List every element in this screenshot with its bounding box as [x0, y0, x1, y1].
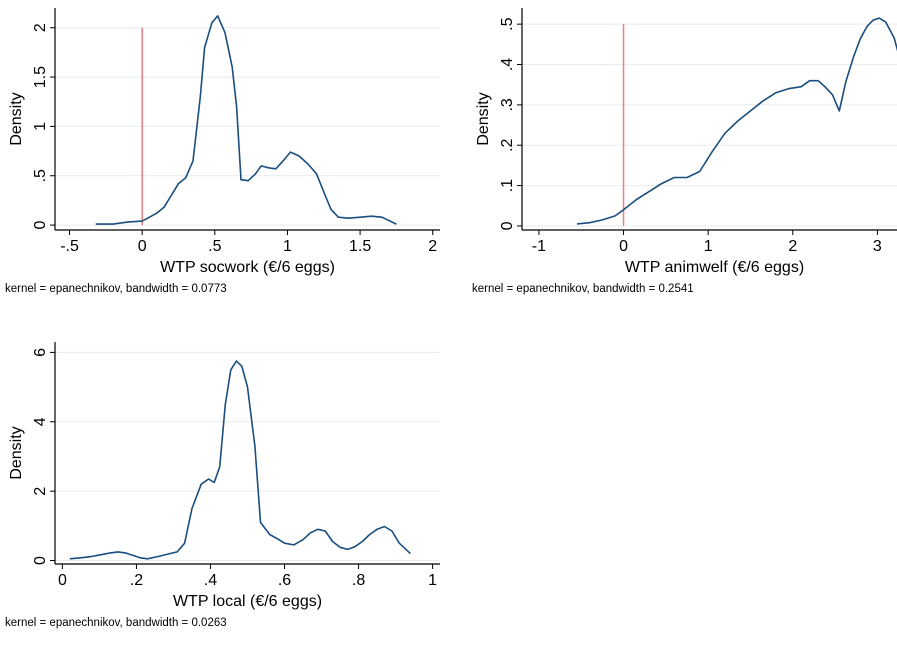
grid-group	[55, 27, 440, 226]
y-tick-label: 1	[32, 122, 49, 131]
density-curve	[576, 17, 897, 225]
x-tick-label: 1.5	[349, 238, 371, 255]
plot-frame	[54, 8, 440, 231]
x-tick-label: 1	[704, 238, 713, 255]
density-curve-group	[95, 15, 397, 225]
x-tick-label: .4	[204, 572, 217, 589]
y-tick-label: .3	[499, 98, 516, 111]
y-tick-label: .1	[499, 179, 516, 192]
grid-group	[55, 351, 440, 562]
y-tick-label: .2	[499, 138, 516, 151]
y-tick-label: 2	[32, 23, 49, 32]
kernel-note: kernel = epanechnikov, bandwidth = 0.254…	[472, 283, 694, 295]
x-tick-label: 0	[58, 572, 67, 589]
x-axis-title: WTP animwelf (€/6 eggs)	[625, 259, 804, 276]
panel-local: 0 2 4 6 0 .2 .4 .6 .8 1 Density WTP local (€/6 e…	[5, 342, 440, 629]
x-tick-label: .5	[208, 238, 221, 255]
x-ticks: -.5 0 .5 1 1.5 2	[60, 230, 437, 255]
density-curve-group	[69, 360, 411, 560]
kernel-note: kernel = epanechnikov, bandwidth = 0.077…	[5, 283, 227, 295]
density-curve	[95, 15, 397, 225]
y-axis-title: Density	[475, 92, 492, 145]
y-ticks: 0 2 4 6	[32, 348, 55, 565]
y-tick-label: .4	[499, 58, 516, 71]
y-tick-label: 0	[32, 556, 49, 565]
plot-frame	[54, 342, 440, 565]
x-tick-label: 0	[138, 238, 147, 255]
x-tick-label: 0	[619, 238, 628, 255]
y-tick-label: 6	[32, 348, 49, 357]
y-tick-label: 0	[499, 221, 516, 230]
y-tick-label: 2	[32, 487, 49, 496]
x-tick-label: 2	[428, 238, 437, 255]
density-curve-group	[576, 17, 897, 225]
y-tick-label: 4	[32, 417, 49, 426]
x-tick-label: 3	[873, 238, 882, 255]
grid-group	[522, 23, 897, 227]
x-tick-label: .6	[278, 572, 291, 589]
density-curve	[69, 360, 411, 560]
x-tick-label: .2	[130, 572, 143, 589]
x-tick-label: .8	[352, 572, 365, 589]
y-axis-title: Density	[8, 426, 25, 479]
x-tick-label: 1	[428, 572, 437, 589]
y-ticks: 0 .5 1 1.5 2	[32, 23, 55, 230]
kernel-note: kernel = epanechnikov, bandwidth = 0.026…	[5, 617, 227, 629]
panel-socwork: 0 .5 1 1.5 2 -.5 0 .5 1 1.5 2 Density WTP socwork…	[5, 8, 440, 295]
x-tick-label: 1	[283, 238, 292, 255]
y-tick-label: 0	[32, 221, 49, 230]
x-axis-title: WTP local (€/6 eggs)	[173, 593, 322, 610]
panel-animwelf: 0 .1 .2 .3 .4 .5 -1 0 1 2 3 Density WTP animwelf …	[472, 8, 897, 295]
y-tick-label: .5	[499, 17, 516, 30]
x-ticks: 0 .2 .4 .6 .8 1	[58, 564, 437, 589]
y-ticks: 0 .1 .2 .3 .4 .5	[499, 17, 522, 230]
x-tick-label: -1	[532, 238, 546, 255]
y-tick-label: 1.5	[32, 66, 49, 88]
x-tick-label: -.5	[60, 238, 79, 255]
x-ticks: -1 0 1 2 3	[532, 230, 882, 255]
plot-frame	[521, 8, 897, 231]
y-axis-title: Density	[8, 92, 25, 145]
x-axis-title: WTP socwork (€/6 eggs)	[160, 259, 335, 276]
y-tick-label: .5	[32, 169, 49, 182]
x-tick-label: 2	[788, 238, 797, 255]
